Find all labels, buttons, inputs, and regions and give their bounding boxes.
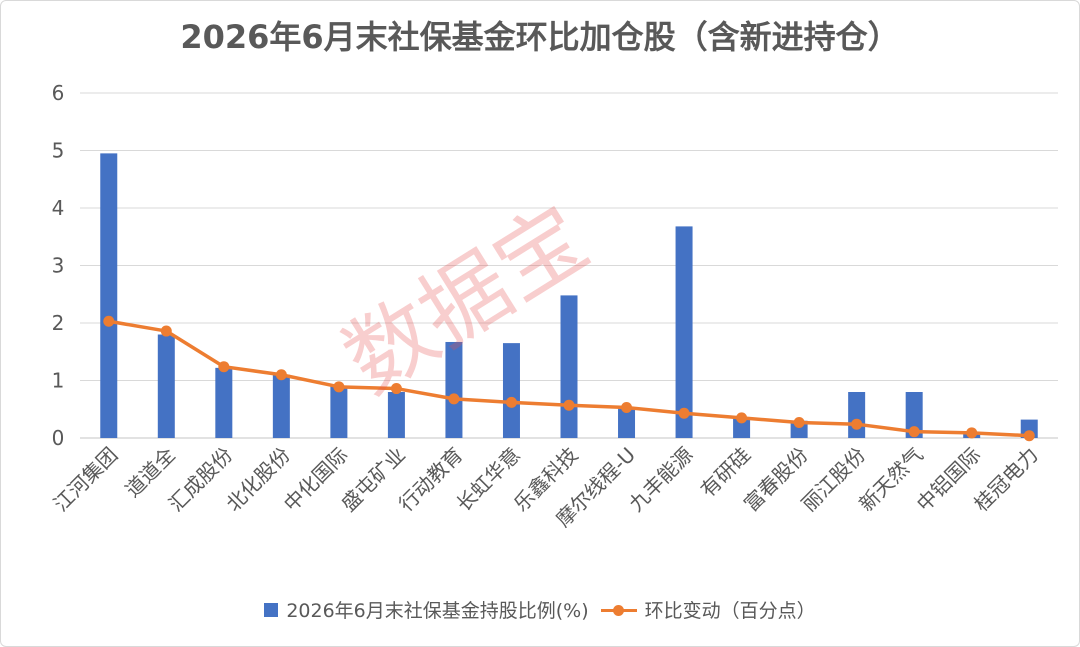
bar bbox=[848, 392, 866, 438]
bar bbox=[387, 392, 405, 438]
bar bbox=[330, 386, 348, 438]
chart-title: 2026年6月末社保基金环比加仓股（含新进持仓） bbox=[180, 18, 900, 56]
bar bbox=[157, 334, 175, 438]
legend-swatch-bar bbox=[264, 602, 279, 617]
line-point bbox=[333, 381, 345, 393]
line-point bbox=[966, 427, 978, 439]
y-tick-label: 3 bbox=[52, 254, 65, 278]
y-tick-label: 2 bbox=[52, 311, 65, 335]
x-axis-categories: 江河集团道道全汇成股份北化股份中化国际盛屯矿业行动教育长虹华意乐鑫科技摩尔线程-… bbox=[49, 443, 1043, 532]
line-point bbox=[275, 369, 287, 381]
y-tick-label: 4 bbox=[52, 196, 65, 220]
x-category-label: 九丰能源 bbox=[624, 443, 698, 517]
x-category-label: 江河集团 bbox=[49, 443, 123, 517]
bar bbox=[560, 295, 578, 438]
bar bbox=[733, 417, 751, 438]
line-point bbox=[505, 396, 517, 408]
line-point bbox=[908, 426, 920, 438]
bar-series bbox=[100, 153, 1038, 438]
line-point bbox=[621, 402, 633, 414]
y-tick-label: 0 bbox=[52, 426, 65, 450]
line-point bbox=[563, 399, 575, 411]
line-point bbox=[103, 315, 115, 327]
line-point bbox=[160, 325, 172, 337]
line-point bbox=[390, 383, 402, 395]
legend-item-line: 环比变动（百分点） bbox=[600, 596, 816, 623]
legend-label-line: 环比变动（百分点） bbox=[644, 600, 816, 622]
line-point bbox=[851, 418, 863, 430]
bar bbox=[215, 367, 233, 438]
line-series bbox=[103, 315, 1035, 442]
bar bbox=[100, 153, 118, 438]
legend-label-bar: 2026年6月末社保基金持股比例(%) bbox=[286, 600, 589, 622]
bar bbox=[272, 374, 290, 438]
line-point bbox=[678, 407, 690, 419]
y-tick-label: 1 bbox=[52, 369, 65, 393]
bar bbox=[675, 226, 693, 438]
line-point bbox=[218, 361, 230, 373]
legend-item-bar: 2026年6月末社保基金持股比例(%) bbox=[264, 596, 589, 623]
x-category-label: 桂冠电力 bbox=[969, 443, 1043, 517]
y-axis-ticks: 0 1 2 3 4 5 6 bbox=[52, 81, 65, 450]
bar bbox=[502, 343, 520, 438]
line-point bbox=[736, 412, 748, 424]
legend-swatch-line bbox=[600, 603, 637, 617]
line-point bbox=[1023, 430, 1035, 442]
line-point bbox=[793, 416, 805, 428]
bar bbox=[618, 407, 636, 438]
line-point bbox=[448, 393, 460, 405]
bar bbox=[905, 392, 923, 438]
y-tick-label: 5 bbox=[52, 139, 65, 163]
bar bbox=[445, 341, 463, 438]
legend: 2026年6月末社保基金持股比例(%) 环比变动（百分点） bbox=[0, 596, 1080, 623]
y-tick-label: 6 bbox=[52, 81, 65, 105]
